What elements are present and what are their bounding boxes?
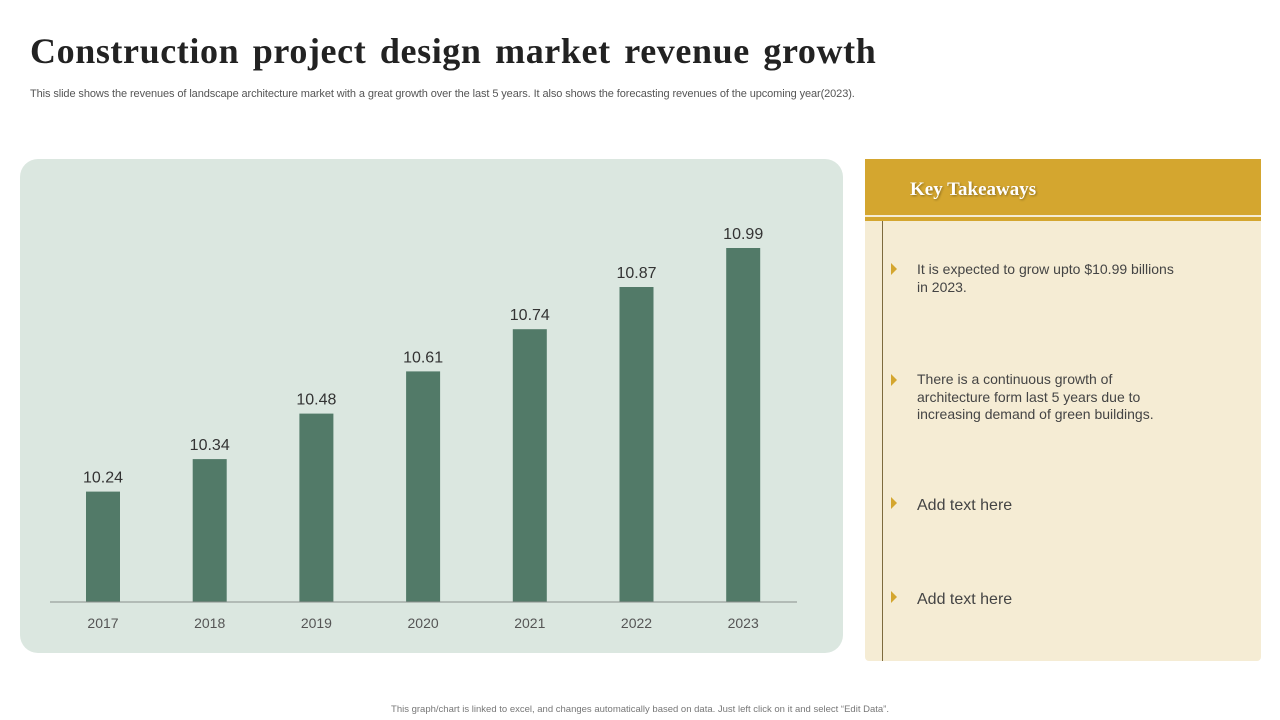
x-tick-label-2018: 2018 <box>194 615 225 631</box>
x-tick-label-2019: 2019 <box>301 615 332 631</box>
data-label-2017: 10.24 <box>83 470 123 487</box>
vertical-divider <box>882 221 883 661</box>
triangle-bullet-icon <box>891 374 897 386</box>
x-tick-label-2020: 2020 <box>408 615 439 631</box>
page-subtitle: This slide shows the revenues of landsca… <box>30 88 855 100</box>
chart-panel[interactable]: 10.24 2017 10.34 2018 10.48 2019 10.61 2020 10.7… <box>20 159 843 653</box>
triangle-bullet-icon <box>891 591 897 603</box>
bar-2019[interactable] <box>299 413 334 602</box>
data-label-2021: 10.74 <box>510 307 550 324</box>
triangle-bullet-icon <box>891 263 897 275</box>
bar-2021[interactable] <box>512 329 547 602</box>
data-label-2023: 10.99 <box>723 226 763 243</box>
data-label-2022: 10.87 <box>616 265 656 282</box>
header-underline <box>865 217 1261 221</box>
bar-2020[interactable] <box>406 371 441 602</box>
data-label-2020: 10.61 <box>403 349 443 366</box>
bar-2017[interactable] <box>86 491 120 602</box>
bar-2018[interactable] <box>192 459 227 602</box>
page-title: Construction project design market reven… <box>30 31 877 71</box>
key-takeaways-panel: Key Takeaways It is expected to grow upt… <box>865 159 1261 661</box>
revenue-bar-chart[interactable]: 10.24 2017 10.34 2018 10.48 2019 10.61 2020 10.7… <box>20 159 843 653</box>
data-label-2018: 10.34 <box>190 437 230 454</box>
bar-2022[interactable] <box>619 287 654 602</box>
bar-2023[interactable] <box>726 248 761 602</box>
triangle-bullet-icon <box>891 497 897 509</box>
x-tick-label-2021: 2021 <box>514 615 545 631</box>
key-takeaways-title: Key Takeaways <box>910 179 1037 200</box>
x-tick-label-2023: 2023 <box>728 615 759 631</box>
takeaway-text[interactable]: There is a continuous growth of architec… <box>917 371 1154 422</box>
takeaway-text[interactable]: Add text here <box>917 497 1013 514</box>
footer-note: This graph/chart is linked to excel, and… <box>391 704 889 715</box>
data-label-2019: 10.48 <box>296 392 336 409</box>
x-tick-label-2022: 2022 <box>621 615 652 631</box>
takeaway-text[interactable]: Add text here <box>917 591 1013 608</box>
key-takeaways-header: Key Takeaways <box>865 159 1261 215</box>
takeaway-text[interactable]: It is expected to grow upto $10.99 billi… <box>917 261 1174 295</box>
x-tick-label-2017: 2017 <box>87 615 118 631</box>
